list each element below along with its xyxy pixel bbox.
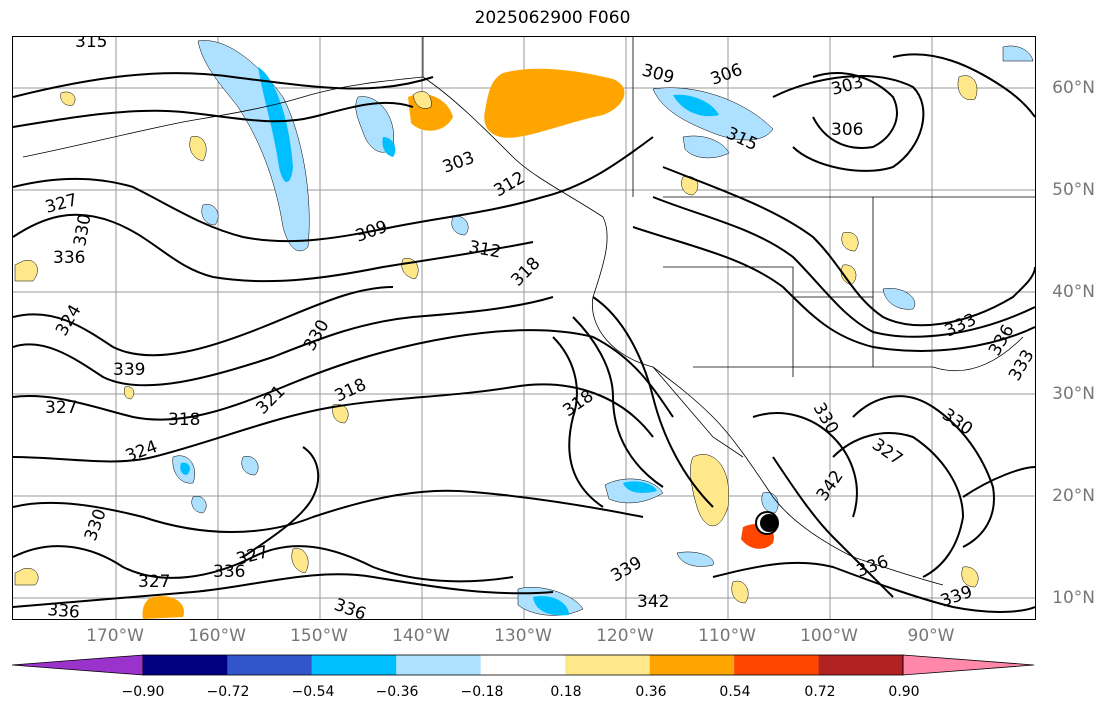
lon-label-90w: 90°W: [907, 626, 955, 646]
colorbar-cell: [143, 655, 228, 675]
shading-blue: [180, 67, 719, 616]
lon-label-160w: 160°W: [188, 626, 246, 646]
contour-label: 306: [708, 60, 745, 90]
contour-label: 330: [809, 400, 843, 438]
lon-label-110w: 110°W: [698, 626, 756, 646]
colorbar-tick: −0.36: [375, 684, 419, 700]
lon-label-120w: 120°W: [596, 626, 654, 646]
lat-label-10n: 10°N: [1052, 588, 1095, 608]
colorbar-frame: [142, 654, 904, 676]
contour-label: 336: [985, 321, 1019, 359]
colorbar-under-extension: [12, 654, 144, 676]
colorbar-tick: 0.54: [719, 684, 751, 700]
colorbar-cell: [311, 655, 397, 675]
colorbar-cell: [480, 655, 566, 675]
contour-label: 312: [491, 168, 529, 202]
lat-label-20n: 20°N: [1052, 486, 1095, 506]
contour-label: 333: [1005, 346, 1035, 384]
colorbar-tick: −0.54: [291, 684, 335, 700]
colorbar-cell: [565, 655, 650, 675]
contour-label: 336: [53, 248, 85, 268]
contour-label: 327: [868, 435, 906, 470]
colorbar-tick: −0.72: [206, 684, 250, 700]
contour-label: 330: [70, 212, 95, 247]
colorbar-tick: −0.18: [460, 684, 504, 700]
contour-label: 342: [637, 592, 669, 612]
lat-label-60n: 60°N: [1052, 78, 1095, 98]
contour-label: 312: [467, 237, 502, 262]
shading-yellow: [14, 75, 979, 604]
height-contours: [13, 53, 1035, 613]
contour-label: 309: [353, 217, 390, 247]
colorbar-cells: [12, 654, 1035, 676]
contour-label: 327: [43, 190, 80, 218]
contour-label: 327: [45, 398, 77, 418]
contour-label: 324: [52, 301, 86, 339]
contour-label: 330: [81, 506, 111, 543]
contour-label: 318: [168, 410, 200, 430]
contour-label: 336: [331, 595, 368, 619]
lon-label-140w: 140°W: [392, 626, 450, 646]
contour-label: 315: [75, 37, 107, 52]
colorbar-cell: [649, 655, 735, 675]
lon-label-100w: 100°W: [800, 626, 858, 646]
colorbar-cell: [227, 655, 312, 675]
colorbar-cell: [396, 655, 481, 675]
colorbar-tick: 0.72: [804, 684, 836, 700]
map-panel: 315 309 306 303 306 303 315 327 330 309 …: [12, 36, 1036, 620]
lat-label-50n: 50°N: [1052, 180, 1095, 200]
contour-label: 324: [123, 437, 160, 467]
contour-label: 336: [213, 562, 245, 582]
contour-label: 339: [113, 360, 145, 380]
contour-label: 309: [640, 61, 677, 89]
storm-center-marker: [755, 511, 779, 535]
contour-label: 336: [47, 600, 81, 619]
contour-label: 342: [813, 467, 848, 505]
contour-label: 330: [938, 405, 976, 440]
lat-label-30n: 30°N: [1052, 384, 1095, 404]
lon-label-130w: 130°W: [494, 626, 552, 646]
shading-light-blue: [172, 40, 1034, 616]
colorbar-over-extension: [902, 654, 1035, 676]
shading-orange: [142, 68, 774, 619]
lon-label-150w: 150°W: [290, 626, 348, 646]
contour-label: 333: [942, 310, 980, 342]
contour-label: 306: [831, 120, 863, 140]
contour-label: 303: [440, 148, 477, 178]
colorbar: [12, 654, 1035, 676]
map-canvas: 315 309 306 303 306 303 315 327 330 309 …: [13, 37, 1035, 619]
lat-label-40n: 40°N: [1052, 282, 1095, 302]
contour-label: 327: [138, 572, 170, 592]
colorbar-cell: [734, 655, 819, 675]
contour-label: 303: [829, 72, 866, 100]
contour-label: 339: [608, 553, 646, 587]
colorbar-tick: 0.90: [888, 684, 920, 700]
contour-label: 339: [938, 582, 975, 612]
map-title: 2025062900 F060: [474, 8, 631, 28]
contour-label: 318: [507, 253, 544, 290]
contour-label: 336: [854, 552, 891, 582]
colorbar-tick: −0.90: [121, 684, 165, 700]
colorbar-cell: [818, 655, 903, 675]
colorbar-tick: 0.18: [550, 684, 582, 700]
colorbar-tick: 0.36: [635, 684, 667, 700]
lon-label-170w: 170°W: [86, 626, 144, 646]
